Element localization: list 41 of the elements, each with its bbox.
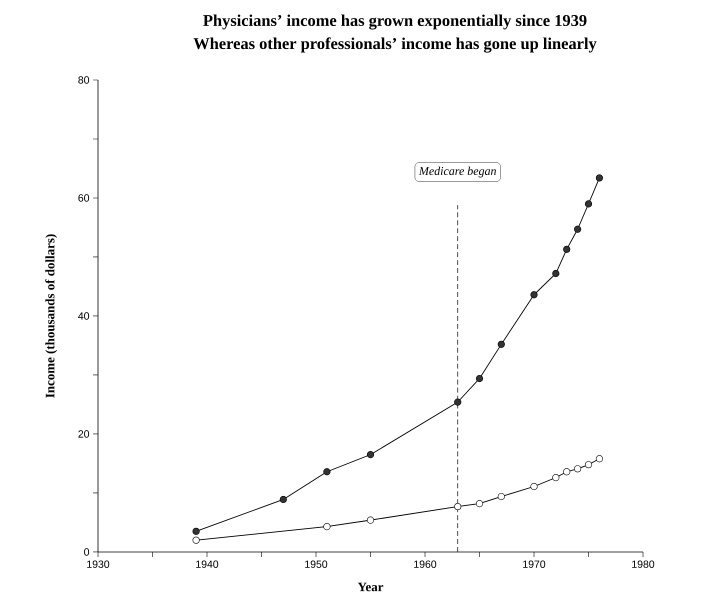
point xyxy=(323,523,330,530)
point xyxy=(498,340,505,348)
point xyxy=(323,468,330,476)
point xyxy=(574,465,582,472)
point xyxy=(192,528,200,535)
y-tick-label: 20 xyxy=(78,430,90,438)
point xyxy=(563,468,570,476)
y-tick-label: 0 xyxy=(84,548,90,556)
point xyxy=(596,174,603,182)
chart-subtitle: Whereas other professionals’ income has gone up linearly xyxy=(193,37,597,53)
point xyxy=(192,536,200,544)
y-tick-label: 80 xyxy=(78,76,90,84)
ref-line-label: Medicare began xyxy=(418,166,496,178)
point xyxy=(498,492,505,500)
x-tick-label: 1970 xyxy=(523,560,546,568)
point xyxy=(454,398,462,406)
point xyxy=(366,451,374,458)
x-tick-label: 1930 xyxy=(87,560,110,568)
point xyxy=(280,496,287,504)
point xyxy=(476,500,484,508)
x-tick-label: 1950 xyxy=(305,560,328,568)
x-tick-label: 1980 xyxy=(632,560,654,568)
point xyxy=(552,474,560,482)
x-axis-title: Year xyxy=(358,582,384,592)
point xyxy=(584,200,592,208)
point xyxy=(530,482,538,490)
point xyxy=(530,291,538,298)
point xyxy=(366,516,374,524)
point xyxy=(454,502,462,510)
y-axis-title: Income (thousands of dollars) xyxy=(45,234,58,398)
point xyxy=(574,226,582,233)
y-tick-label: 60 xyxy=(78,194,90,202)
chart-title: Physicians’ income has grown exponentially since 1939 xyxy=(203,14,586,30)
point xyxy=(476,374,484,382)
point xyxy=(563,246,570,253)
point xyxy=(584,461,592,468)
point xyxy=(552,270,560,278)
point xyxy=(596,455,603,462)
y-tick-label: 40 xyxy=(78,312,90,320)
x-tick-label: 1940 xyxy=(196,560,218,568)
x-tick-label: 1960 xyxy=(414,560,436,568)
